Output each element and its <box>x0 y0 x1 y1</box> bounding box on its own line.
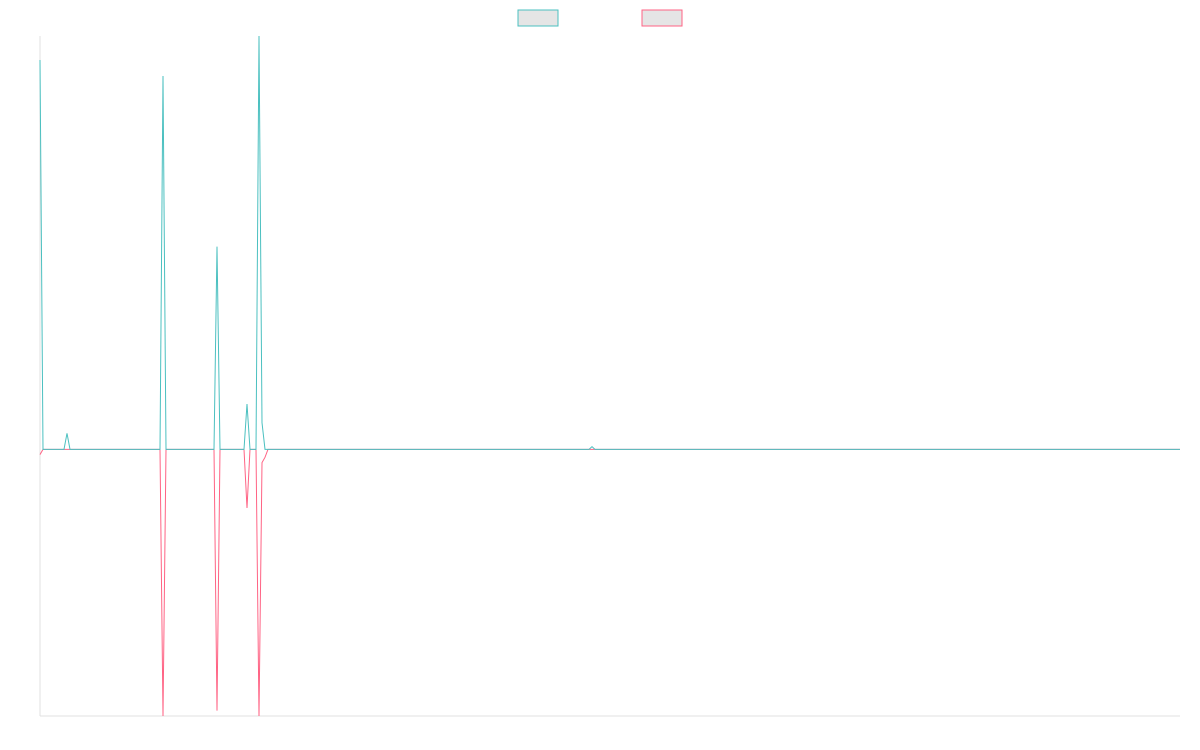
series-layer <box>39 35 1180 717</box>
legend-swatch-2[interactable] <box>641 9 683 27</box>
chart-legend <box>517 9 683 27</box>
chart-axes <box>39 36 1180 717</box>
series-line-1 <box>39 35 1180 450</box>
series-line-2 <box>39 448 1180 717</box>
legend-swatch-1[interactable] <box>517 9 559 27</box>
